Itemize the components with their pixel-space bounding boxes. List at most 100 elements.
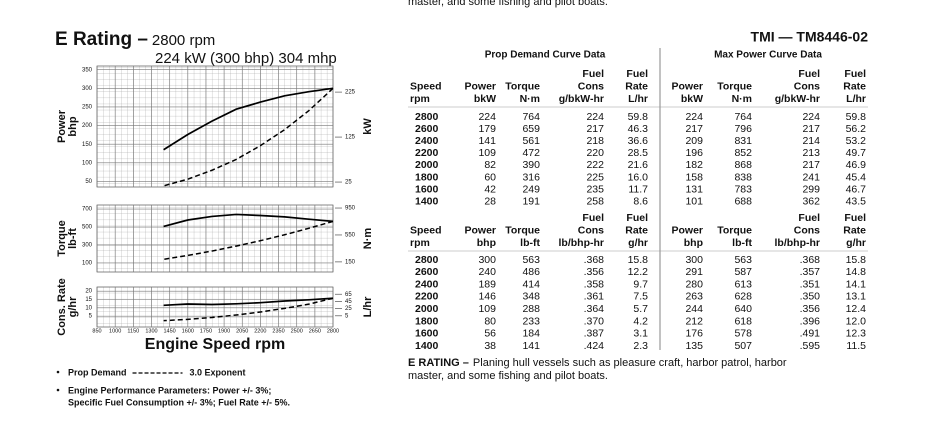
table-cell: 225 [586,171,604,183]
column-header: N·m [520,93,540,105]
table-cell: 12.0 [846,315,867,327]
table-cell: 868 [734,159,752,171]
table-cell: 618 [734,315,752,327]
doc-id: TMI — TM8446-02 [751,29,869,45]
column-header: lb-ft [732,237,752,249]
column-header: Cons [794,80,820,92]
table-cell: 300 [685,254,703,266]
max-power-curve [163,87,334,151]
table-cell: 5.7 [633,303,648,315]
table-cell: 176 [685,328,703,340]
table-cell: 196 [685,147,703,159]
table-cell: 587 [734,266,752,278]
table-cell: .491 [800,328,821,340]
table-cell: 561 [522,135,540,147]
table-cell: 224 [685,111,703,123]
y-axis-label: Torque [56,220,68,256]
column-header: Power [671,224,703,236]
column-header: Speed [410,80,442,92]
table-cell: 563 [522,254,540,266]
y2-tick-label: 5 [345,313,349,319]
column-header: Power [671,80,703,92]
group-title: Prop Demand Curve Data [485,50,606,61]
column-header: Torque [717,80,752,92]
max-power-curve [163,213,334,228]
speed-cell: 1400 [415,195,439,207]
y-tick-label: 100 [82,261,93,267]
table-cell: 13.1 [846,291,867,303]
table-cell: 7.5 [633,291,648,303]
table-cell: 224 [802,111,820,123]
column-header: Rate [843,224,866,236]
table-cell: 146 [478,291,496,303]
x-tick-label: 2650 [309,328,321,334]
speed-cell: 2800 [415,111,439,123]
table-cell: 42 [484,183,496,195]
table-cell: 56 [484,328,496,340]
table-cell: 182 [685,159,703,171]
table-cell: 46.3 [628,123,649,135]
table-cell: 9.7 [633,278,648,290]
column-header: Speed [410,224,442,236]
y2-tick-label: 45 [345,299,352,305]
table-cell: 101 [685,195,703,207]
speed-cell: 1800 [415,171,439,183]
column-header: Power [464,224,496,236]
table-cell: 135 [685,340,703,352]
table-cell: 141 [522,340,540,352]
column-header: Fuel [626,68,648,80]
speed-cell: 2600 [415,123,439,135]
table-cell: 362 [802,195,820,207]
table-cell: 59.8 [628,111,649,123]
y-axis-label: lb-ft [67,228,79,249]
table-cell: .595 [800,340,821,352]
grid-minor [96,204,334,273]
max-power-curve [163,297,334,307]
y-tick-label: 20 [85,289,92,295]
column-header: Fuel [626,212,648,224]
rating-power: 224 kW (300 bhp) 304 mhp [155,50,337,67]
table-cell: 179 [478,123,496,135]
speed-cell: 1600 [415,328,439,340]
table-cell: 217 [586,123,604,135]
table-cell: .356 [584,266,605,278]
column-header: g/bkW-hr [559,93,604,105]
table-cell: 291 [685,266,703,278]
table-cell: 263 [685,291,703,303]
y-tick-label: 10 [85,305,92,311]
table-cell: .370 [584,315,605,327]
column-header: bhp [684,237,703,249]
y2-tick-label: 950 [345,206,356,212]
table-cell: 11.5 [846,340,866,352]
x-tick-label: 1600 [182,328,194,334]
x-tick-label: 1450 [163,328,175,334]
table-cell: 688 [734,195,752,207]
footnote-text: Planing hull vessels such as pleasure cr… [473,357,787,369]
y2-axis-label: N·m [362,228,374,250]
table-cell: 316 [522,171,540,183]
column-header: Fuel [798,68,820,80]
table-cell: 640 [734,303,752,315]
speed-cell: 2200 [415,147,439,159]
table-cell: 217 [802,123,820,135]
table-cell: 4.2 [633,315,648,327]
table-cell: 59.8 [846,111,867,123]
table-cell: 578 [734,328,752,340]
speed-cell: 1400 [415,340,439,352]
cutoff-text: master, and some fishing and pilot boats… [408,0,608,8]
table-cell: 109 [478,147,496,159]
table-cell: 217 [802,159,820,171]
column-header: Torque [717,224,752,236]
table-cell: 220 [586,147,604,159]
column-header: lb/bhp-hr [775,237,821,249]
table-cell: 36.6 [628,135,649,147]
table-cell: 224 [478,111,496,123]
y-tick-label: 700 [82,207,93,213]
prop-demand-curve [163,220,334,261]
table-cell: 212 [685,315,703,327]
table-cell: 11.7 [628,183,648,195]
x-tick-label: 1750 [200,328,212,334]
grid-minor [96,65,334,188]
y-tick-label: 500 [82,225,93,231]
y-tick-label: 50 [85,179,92,185]
